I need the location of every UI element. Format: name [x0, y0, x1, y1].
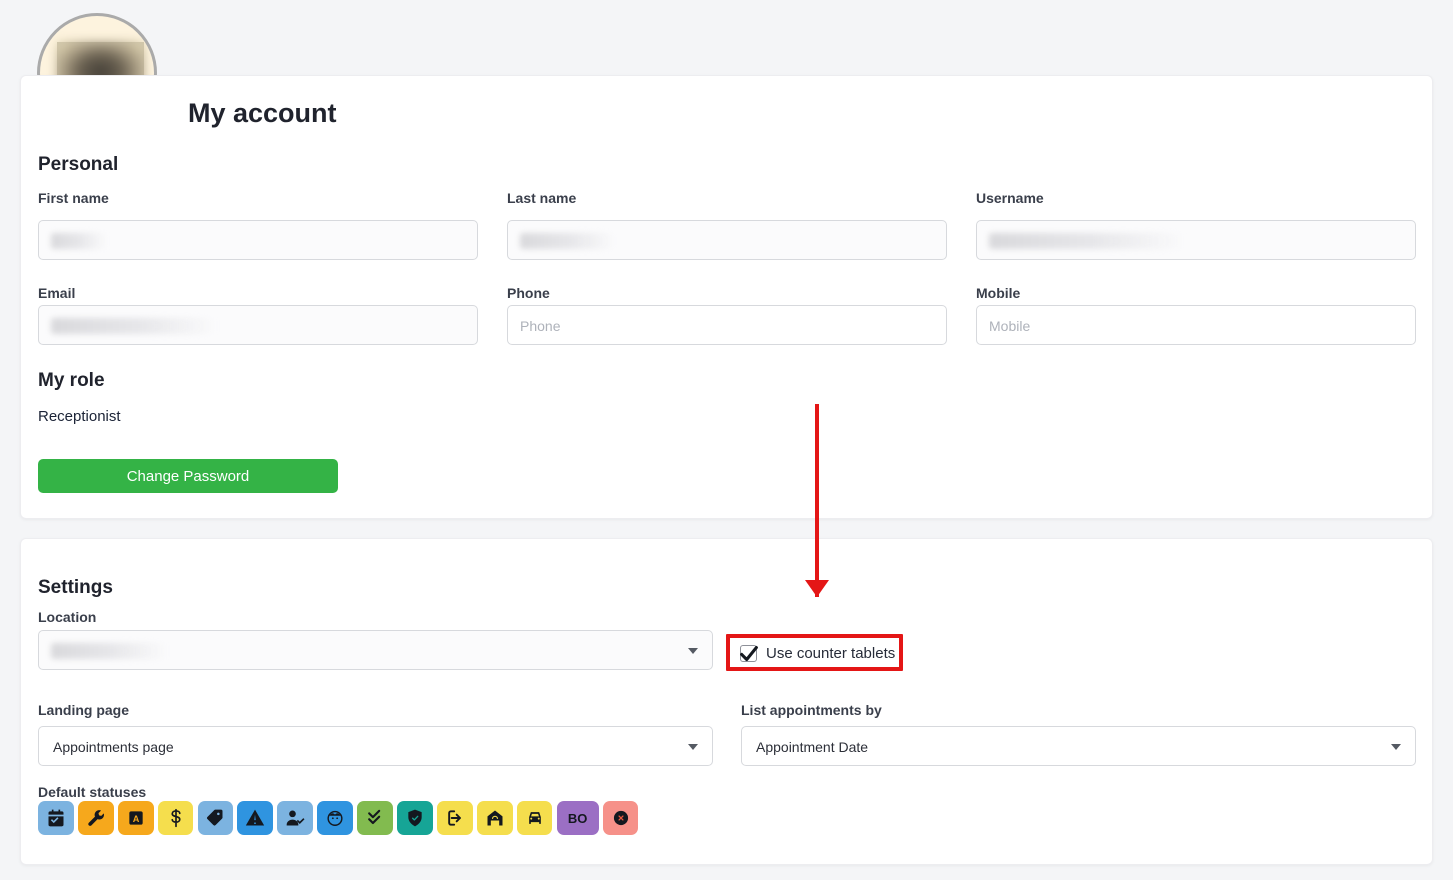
svg-text:A: A	[132, 814, 139, 824]
